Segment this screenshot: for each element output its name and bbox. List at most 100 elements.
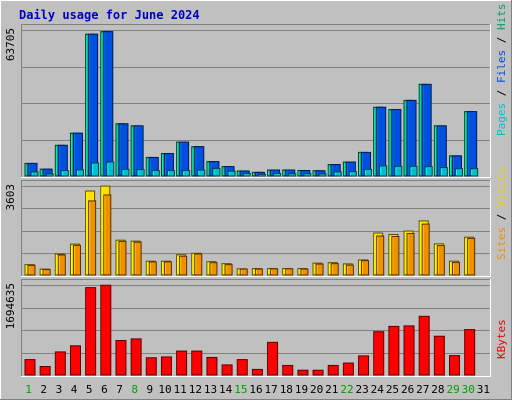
- bar-sites-day-4: [72, 244, 81, 276]
- legend-entry: /: [495, 207, 508, 227]
- bar-sites-day-18: [285, 268, 294, 276]
- x-tick-label: 11: [174, 383, 187, 396]
- x-tick-label: 13: [204, 383, 217, 396]
- bar-sites-day-2: [42, 269, 51, 276]
- bar-sites-day-9: [148, 261, 157, 276]
- panel-top-legend: Pages / Files / Hits: [495, 4, 508, 137]
- x-tick-label: 25: [386, 383, 399, 396]
- bar-pages-day-1: [30, 171, 39, 177]
- bar-pages-day-30: [470, 168, 479, 177]
- x-tick-label: 24: [371, 383, 385, 396]
- bar-kbytes-day-13: [206, 356, 218, 376]
- bar-kbytes-day-20: [312, 369, 324, 376]
- bar-kbytes-day-18: [282, 364, 294, 376]
- x-tick-label: 17: [265, 383, 278, 396]
- bar-pages-day-2: [45, 173, 54, 177]
- bar-kbytes-day-19: [297, 369, 309, 376]
- bar-sites-day-10: [163, 261, 172, 276]
- bar-kbytes-day-26: [403, 325, 415, 376]
- bar-kbytes-day-4: [69, 345, 81, 376]
- bar-pages-day-29: [455, 168, 464, 177]
- bar-kbytes-day-17: [267, 341, 279, 376]
- bar-kbytes-day-24: [373, 331, 385, 376]
- bar-sites-day-29: [452, 261, 461, 276]
- bar-sites-day-23: [361, 260, 370, 276]
- bar-sites-day-1: [27, 264, 36, 276]
- bar-pages-day-26: [409, 165, 418, 177]
- bar-sites-day-6: [103, 194, 112, 276]
- bar-pages-day-7: [121, 168, 130, 177]
- bar-kbytes-day-16: [251, 368, 263, 376]
- bar-sites-day-15: [239, 268, 248, 276]
- panel-mid-max-label: 3603: [4, 184, 17, 211]
- legend-entry: Pages: [495, 103, 508, 136]
- bar-sites-day-14: [224, 264, 233, 276]
- bar-sites-day-7: [118, 240, 127, 276]
- bar-kbytes-day-1: [24, 359, 36, 376]
- x-tick-label: 30: [462, 383, 475, 396]
- legend-entry: /: [495, 30, 508, 50]
- panel-top: 63705 Pages / Files / Hits: [4, 4, 508, 178]
- panel-mid: 3603 Sites / Visits: [4, 167, 508, 277]
- bar-pages-day-20: [318, 173, 327, 177]
- bar-pages-day-23: [364, 168, 373, 177]
- x-tick-label: 16: [249, 383, 262, 396]
- legend-entry: Hits: [495, 4, 508, 31]
- bar-pages-day-22: [348, 171, 357, 177]
- bar-sites-day-22: [345, 264, 354, 276]
- bar-kbytes-day-9: [145, 357, 157, 376]
- bar-kbytes-day-2: [39, 366, 51, 376]
- x-tick-label: 3: [56, 383, 63, 396]
- x-tick-label: 2: [40, 383, 47, 396]
- bar-sites-day-25: [391, 235, 400, 276]
- bar-sites-day-26: [406, 233, 415, 276]
- bar-pages-day-24: [379, 165, 388, 177]
- bar-pages-day-28: [439, 167, 448, 177]
- bar-sites-day-11: [179, 255, 188, 276]
- x-tick-label: 23: [356, 383, 369, 396]
- bar-sites-day-24: [376, 235, 385, 276]
- bar-sites-day-28: [436, 245, 445, 276]
- bar-sites-day-8: [133, 241, 142, 276]
- bar-pages-day-4: [75, 169, 84, 177]
- x-tick-label: 26: [401, 383, 414, 396]
- x-tick-label: 19: [295, 383, 308, 396]
- x-tick-label: 7: [116, 383, 123, 396]
- bar-pages-day-21: [333, 171, 342, 177]
- x-tick-label: 29: [446, 383, 459, 396]
- bar-kbytes-day-15: [236, 359, 248, 376]
- x-tick-label: 4: [71, 383, 78, 396]
- legend-entry: Files: [495, 50, 508, 83]
- bar-sites-day-3: [57, 254, 66, 276]
- bar-pages-day-19: [303, 173, 312, 177]
- bar-sites-day-30: [467, 237, 476, 276]
- bar-sites-day-19: [300, 268, 309, 276]
- bar-kbytes-day-8: [130, 338, 142, 376]
- x-tick-label: 9: [147, 383, 154, 396]
- legend-entry: Visits: [495, 167, 508, 207]
- bar-kbytes-day-23: [358, 355, 370, 376]
- bar-pages-day-3: [60, 169, 69, 177]
- bar-kbytes-day-10: [160, 356, 172, 376]
- bar-kbytes-day-29: [449, 355, 461, 376]
- x-tick-label: 15: [234, 383, 247, 396]
- bar-pages-day-17: [273, 172, 282, 177]
- bar-pages-day-25: [394, 165, 403, 177]
- bar-pages-day-18: [288, 173, 297, 177]
- bar-pages-day-16: [257, 173, 266, 177]
- panel-bot: 1694635 KBytes: [4, 279, 508, 377]
- bar-kbytes-day-12: [191, 350, 203, 376]
- panel-bot-legend: KBytes: [495, 319, 508, 359]
- bar-pages-day-5: [91, 162, 100, 177]
- bar-kbytes-day-11: [176, 350, 188, 376]
- bar-pages-day-10: [166, 169, 175, 177]
- bar-sites-day-12: [194, 253, 203, 276]
- bar-sites-day-20: [315, 263, 324, 276]
- panel-mid-legend: Sites / Visits: [495, 167, 508, 260]
- bar-pages-day-6: [106, 161, 115, 177]
- x-tick-label: 12: [189, 383, 202, 396]
- bar-kbytes-day-30: [464, 329, 476, 376]
- bar-kbytes-day-22: [342, 362, 354, 376]
